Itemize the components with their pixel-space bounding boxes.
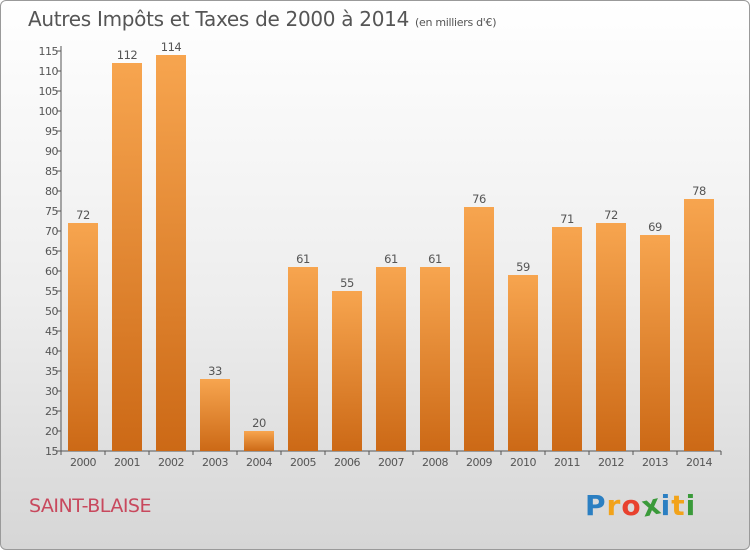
bar [640, 235, 670, 451]
x-tick-label: 2012 [598, 456, 624, 469]
bar [464, 207, 494, 451]
bar-value-label: 72 [76, 208, 90, 222]
y-tick-label: 70 [45, 225, 58, 238]
bar-value-label: 71 [560, 212, 574, 226]
x-tick-label: 2010 [510, 456, 536, 469]
y-tick-label: 15 [45, 445, 58, 458]
bar [552, 227, 582, 451]
bar [156, 55, 186, 451]
logo-letter: i [660, 489, 672, 522]
bar [68, 223, 98, 451]
x-tick-label: 2009 [466, 456, 492, 469]
y-tick-label: 30 [45, 385, 58, 398]
bar-value-label: 78 [692, 184, 706, 198]
y-tick-label: 110 [39, 65, 59, 78]
y-tick-label: 35 [45, 365, 58, 378]
bar [332, 291, 362, 451]
bar-value-label: 20 [252, 416, 266, 430]
logo-letter: o [621, 489, 642, 522]
y-tick-label: 55 [45, 285, 58, 298]
y-tick-label: 85 [45, 165, 58, 178]
x-tick-label: 2000 [70, 456, 96, 469]
bar-value-label: 59 [516, 260, 530, 274]
bar-value-label: 61 [296, 252, 310, 266]
x-tick-label: 2005 [290, 456, 316, 469]
y-tick-label: 45 [45, 325, 58, 338]
bar [200, 379, 230, 451]
x-tick-label: 2003 [202, 456, 228, 469]
bar [420, 267, 450, 451]
bar [508, 275, 538, 451]
bar-value-label: 61 [384, 252, 398, 266]
bar-value-label: 33 [208, 364, 222, 378]
y-tick-label: 60 [45, 265, 58, 278]
y-tick-label: 65 [45, 245, 58, 258]
y-tick-label: 25 [45, 405, 58, 418]
y-tick-label: 50 [45, 305, 58, 318]
y-tick-label: 75 [45, 205, 58, 218]
bar-value-label: 61 [428, 252, 442, 266]
x-tick-label: 2001 [114, 456, 140, 469]
bar [244, 431, 274, 451]
x-tick-label: 2002 [158, 456, 184, 469]
logo-letter: P [585, 489, 607, 522]
bar-value-label: 114 [161, 40, 182, 54]
x-tick-label: 2014 [686, 456, 712, 469]
place-name: SAINT-BLAISE [29, 495, 152, 517]
bar-value-label: 112 [117, 48, 138, 62]
chart-title-unit: (en milliers d'€) [415, 16, 497, 29]
x-tick-label: 2007 [378, 456, 404, 469]
bar [288, 267, 318, 451]
x-tick-label: 2011 [554, 456, 580, 469]
logo-letter: i [685, 489, 697, 522]
bar [376, 267, 406, 451]
bar-value-label: 72 [604, 208, 618, 222]
x-tick-label: 2008 [422, 456, 448, 469]
bar-value-label: 76 [472, 192, 486, 206]
y-tick-label: 100 [39, 105, 59, 118]
y-tick-label: 115 [39, 45, 59, 58]
chart-title-text: Autres Impôts et Taxes de 2000 à 2014 [28, 7, 409, 31]
proxiti-logo: Proxiti [585, 487, 697, 523]
y-tick-label: 90 [45, 145, 58, 158]
bar-value-label: 69 [648, 220, 662, 234]
y-tick-label: 105 [39, 85, 59, 98]
logo-letter: t [671, 489, 686, 522]
bar [684, 199, 714, 451]
x-tick-label: 2004 [246, 456, 272, 469]
y-tick-label: 40 [45, 345, 58, 358]
y-tick-label: 80 [45, 185, 58, 198]
bar-value-label: 55 [340, 276, 354, 290]
logo-letter: r [606, 489, 622, 522]
y-tick-label: 20 [45, 425, 58, 438]
bar [112, 63, 142, 451]
y-tick-label: 95 [45, 125, 58, 138]
chart-title: Autres Impôts et Taxes de 2000 à 2014 (en… [28, 7, 496, 31]
x-tick-label: 2006 [334, 456, 360, 469]
bar [596, 223, 626, 451]
x-tick-label: 2013 [642, 456, 668, 469]
